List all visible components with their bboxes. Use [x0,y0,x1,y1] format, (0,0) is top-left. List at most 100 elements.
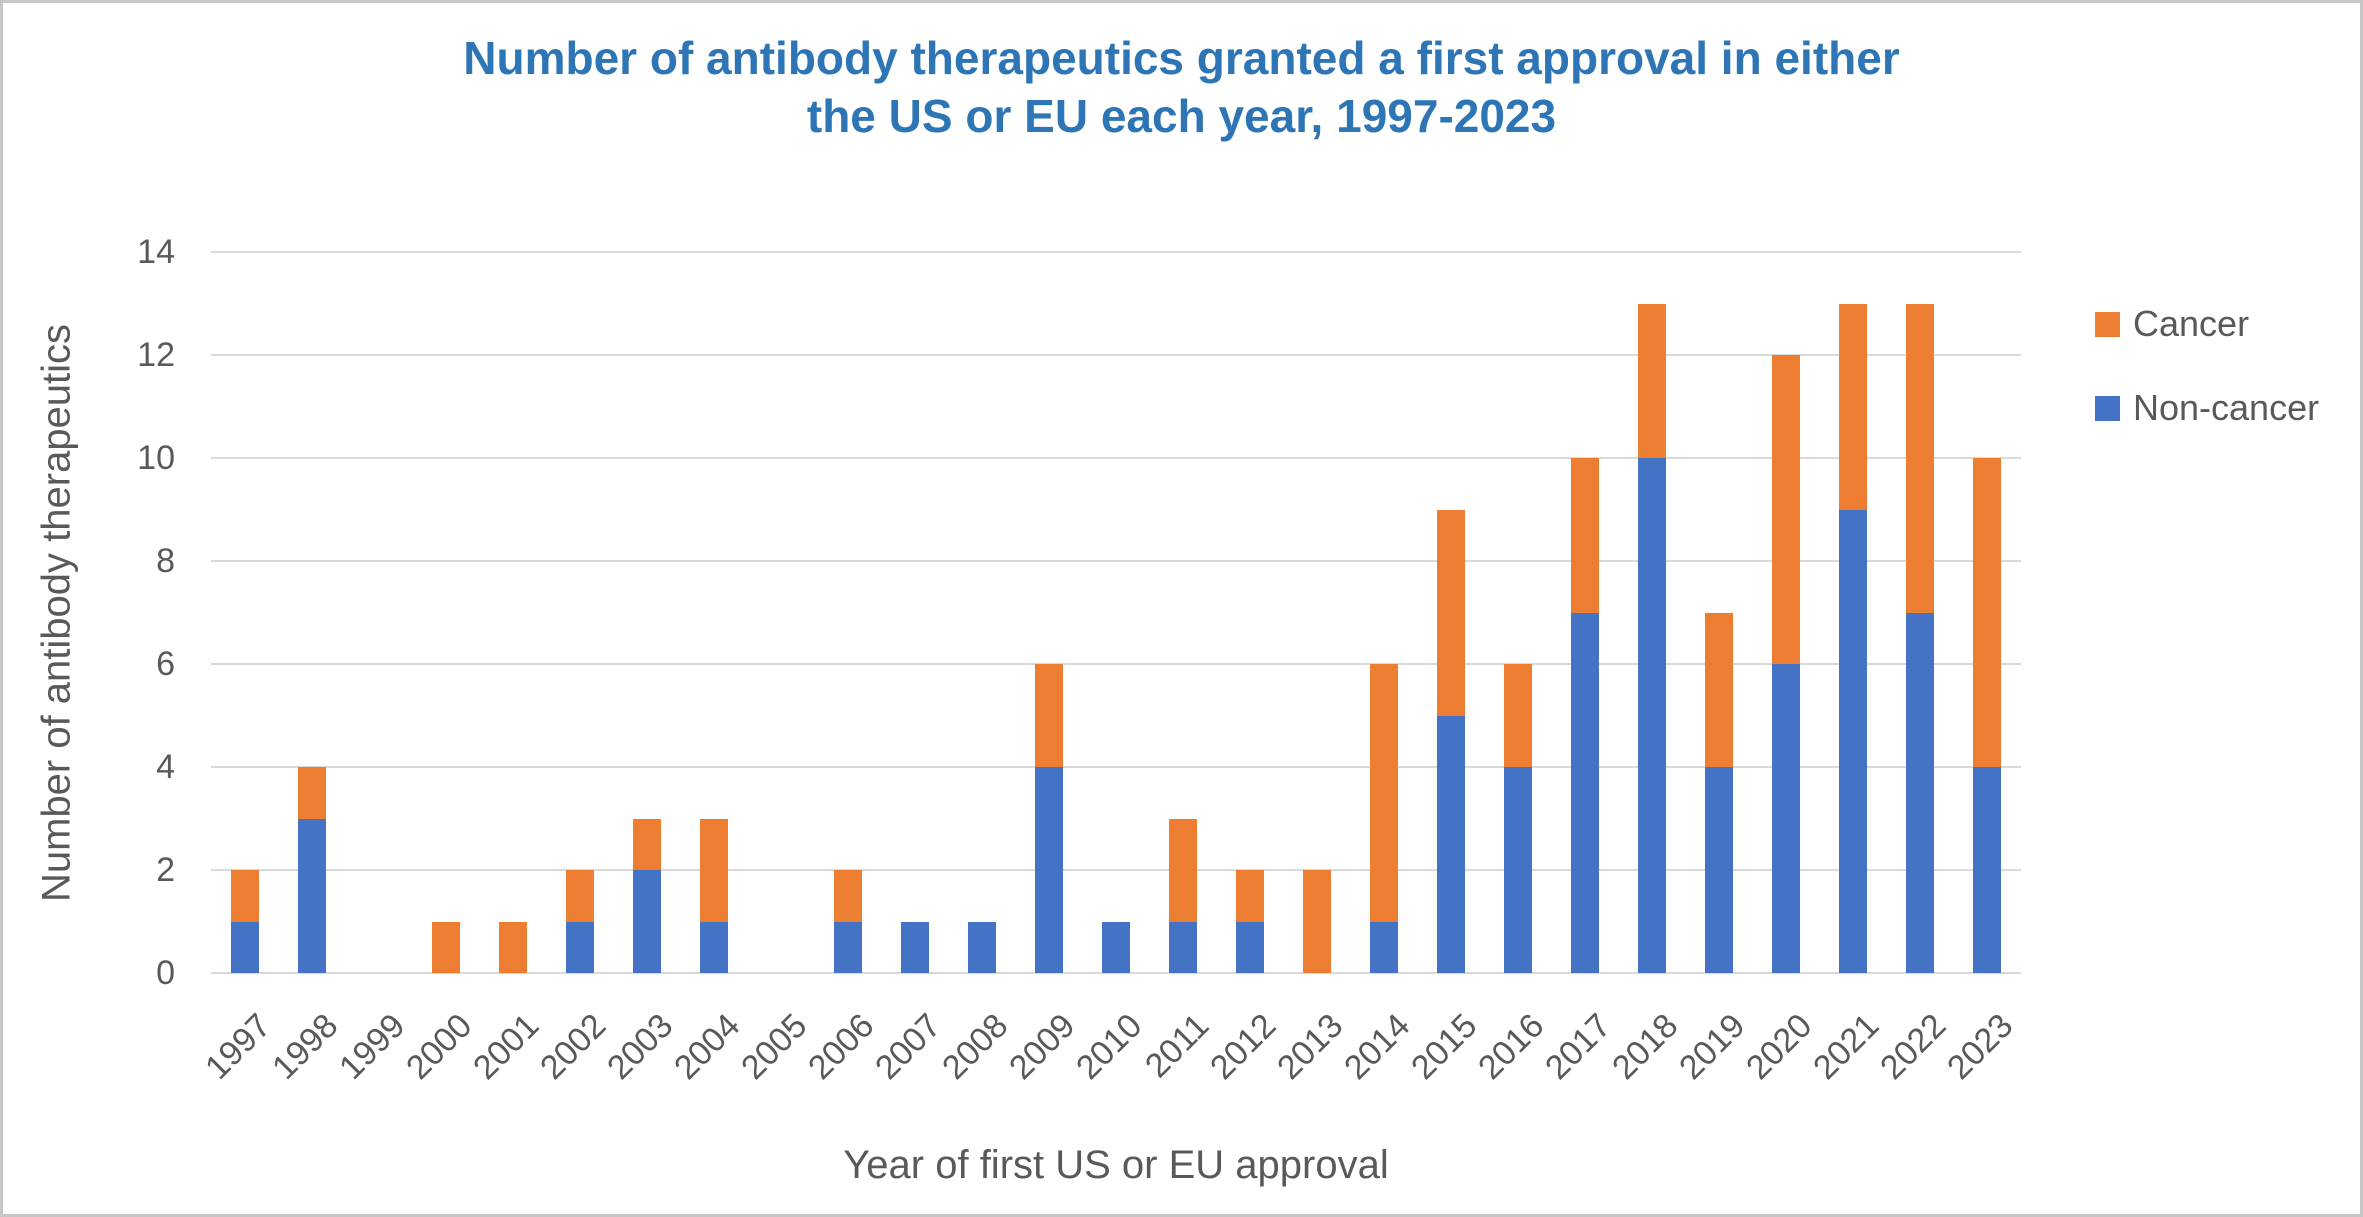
bar-segment-noncancer-2021 [1839,509,1868,973]
bar-segment-noncancer-2017 [1571,612,1600,973]
gridline-10 [211,457,2021,459]
bar-slot-2001 [479,252,546,973]
bar-segment-cancer-2023 [1973,458,2002,767]
bar-slot-2007 [881,252,948,973]
bar-segment-noncancer-1997 [230,921,259,973]
y-tick-label-6: 6 [156,645,175,683]
gridline-14 [211,251,2021,253]
bar-segment-noncancer-1998 [297,818,326,973]
gridline-4 [211,766,2021,768]
non-cancer-swatch-icon [2095,395,2120,421]
bar-segment-noncancer-2006 [833,921,862,973]
bar-segment-cancer-2000 [431,921,460,973]
gridline-12 [211,354,2021,356]
bar-slot-2004 [680,252,747,973]
bar-segment-cancer-1998 [297,767,326,819]
bar-segment-cancer-2006 [833,870,862,922]
gridline-6 [211,663,2021,665]
bar-slot-2012 [1216,252,1283,973]
bar-segment-cancer-2014 [1370,664,1399,922]
bar-slot-2010 [1082,252,1149,973]
y-tick-label-0: 0 [156,954,175,992]
bar-segment-noncancer-2014 [1370,921,1399,973]
bar-segment-noncancer-2015 [1437,715,1466,973]
chart-title-line-2: the US or EU each year, 1997-2023 [806,90,1557,142]
legend: Cancer Non-cancer [2095,303,2319,471]
bar-slot-2023 [1954,252,2021,973]
bar-slot-2005 [747,252,814,973]
bar-segment-cancer-2009 [1034,664,1063,767]
y-tick-label-10: 10 [137,439,175,477]
bar-slot-1999 [345,252,412,973]
bar-slot-2020 [1753,252,1820,973]
bar-segment-cancer-2018 [1638,303,1667,458]
bar-slot-2022 [1887,252,1954,973]
bar-segment-noncancer-2003 [632,870,661,973]
bar-slot-2011 [1149,252,1216,973]
legend-label-cancer: Cancer [2133,303,2250,344]
bar-segment-cancer-2002 [565,870,594,922]
bar-slot-2014 [1351,252,1418,973]
bar-slot-2000 [412,252,479,973]
bar-segment-cancer-2019 [1705,612,1734,767]
bar-segment-cancer-2001 [498,921,527,973]
chart-title-line-1: Number of antibody therapeutics granted … [463,32,1900,84]
bar-slot-2008 [948,252,1015,973]
gridline-0 [211,972,2021,974]
bar-slot-2016 [1485,252,1552,973]
bar-segment-noncancer-2008 [967,921,996,973]
bar-slot-2017 [1552,252,1619,973]
y-axis-ticks: 0 2 4 6 8 10 12 14 [3,235,181,990]
bar-segment-cancer-2015 [1437,509,1466,716]
x-axis-ticks: 1997 1998 1999 2000 2001 2002 2003 2004 2005 2006… [198,973,2021,1113]
bar-slot-2002 [546,252,613,973]
bar-segment-cancer-2017 [1571,458,1600,613]
bar-slot-2009 [1015,252,1082,973]
y-tick-label-8: 8 [156,542,175,580]
bar-segment-noncancer-2012 [1235,921,1264,973]
bar-segment-noncancer-2011 [1168,921,1197,973]
bar-segment-noncancer-2022 [1906,612,1935,973]
bar-slot-2013 [1284,252,1351,973]
bar-segment-cancer-2020 [1772,355,1801,664]
bar-segment-noncancer-2010 [1101,921,1130,973]
bar-slot-2021 [1820,252,1887,973]
bar-slot-2006 [814,252,881,973]
x-axis-title: Year of first US or EU approval [843,1143,1389,1187]
bar-segment-noncancer-2023 [1973,767,2002,973]
bar-segment-cancer-2013 [1303,870,1332,973]
gridline-8 [211,560,2021,562]
legend-item-noncancer: Non-cancer [2095,387,2319,429]
y-tick-label-12: 12 [137,336,175,374]
y-tick-label-4: 4 [156,748,175,786]
bar-segment-noncancer-2016 [1504,767,1533,973]
bar-segment-cancer-2011 [1168,818,1197,922]
bar-segment-noncancer-2019 [1705,767,1734,973]
bar-segment-noncancer-2018 [1638,458,1667,973]
bar-slot-2018 [1619,252,1686,973]
bar-segment-noncancer-2009 [1034,767,1063,973]
chart-title: Number of antibody therapeutics granted … [3,29,2360,145]
bar-segment-noncancer-2007 [900,921,929,973]
bar-segment-noncancer-2020 [1772,664,1801,973]
cancer-swatch-icon [2095,311,2120,337]
bar-segment-noncancer-2004 [699,921,728,973]
plot-area [211,251,2021,974]
bar-slot-1998 [278,252,345,973]
legend-item-cancer: Cancer [2095,303,2319,345]
bar-segment-noncancer-2002 [565,921,594,973]
y-tick-label-2: 2 [156,851,175,889]
legend-label-noncancer: Non-cancer [2133,387,2320,428]
bar-segment-cancer-1997 [230,870,259,922]
gridline-2 [211,869,2021,871]
bar-segment-cancer-2012 [1235,870,1264,922]
bar-slot-2015 [1418,252,1485,973]
bar-slot-1997 [211,252,278,973]
bar-segment-cancer-2022 [1906,303,1935,613]
bar-segment-cancer-2021 [1839,303,1868,510]
bar-segment-cancer-2003 [632,818,661,870]
bars [211,252,2021,973]
bar-segment-cancer-2016 [1504,664,1533,767]
bar-slot-2003 [613,252,680,973]
